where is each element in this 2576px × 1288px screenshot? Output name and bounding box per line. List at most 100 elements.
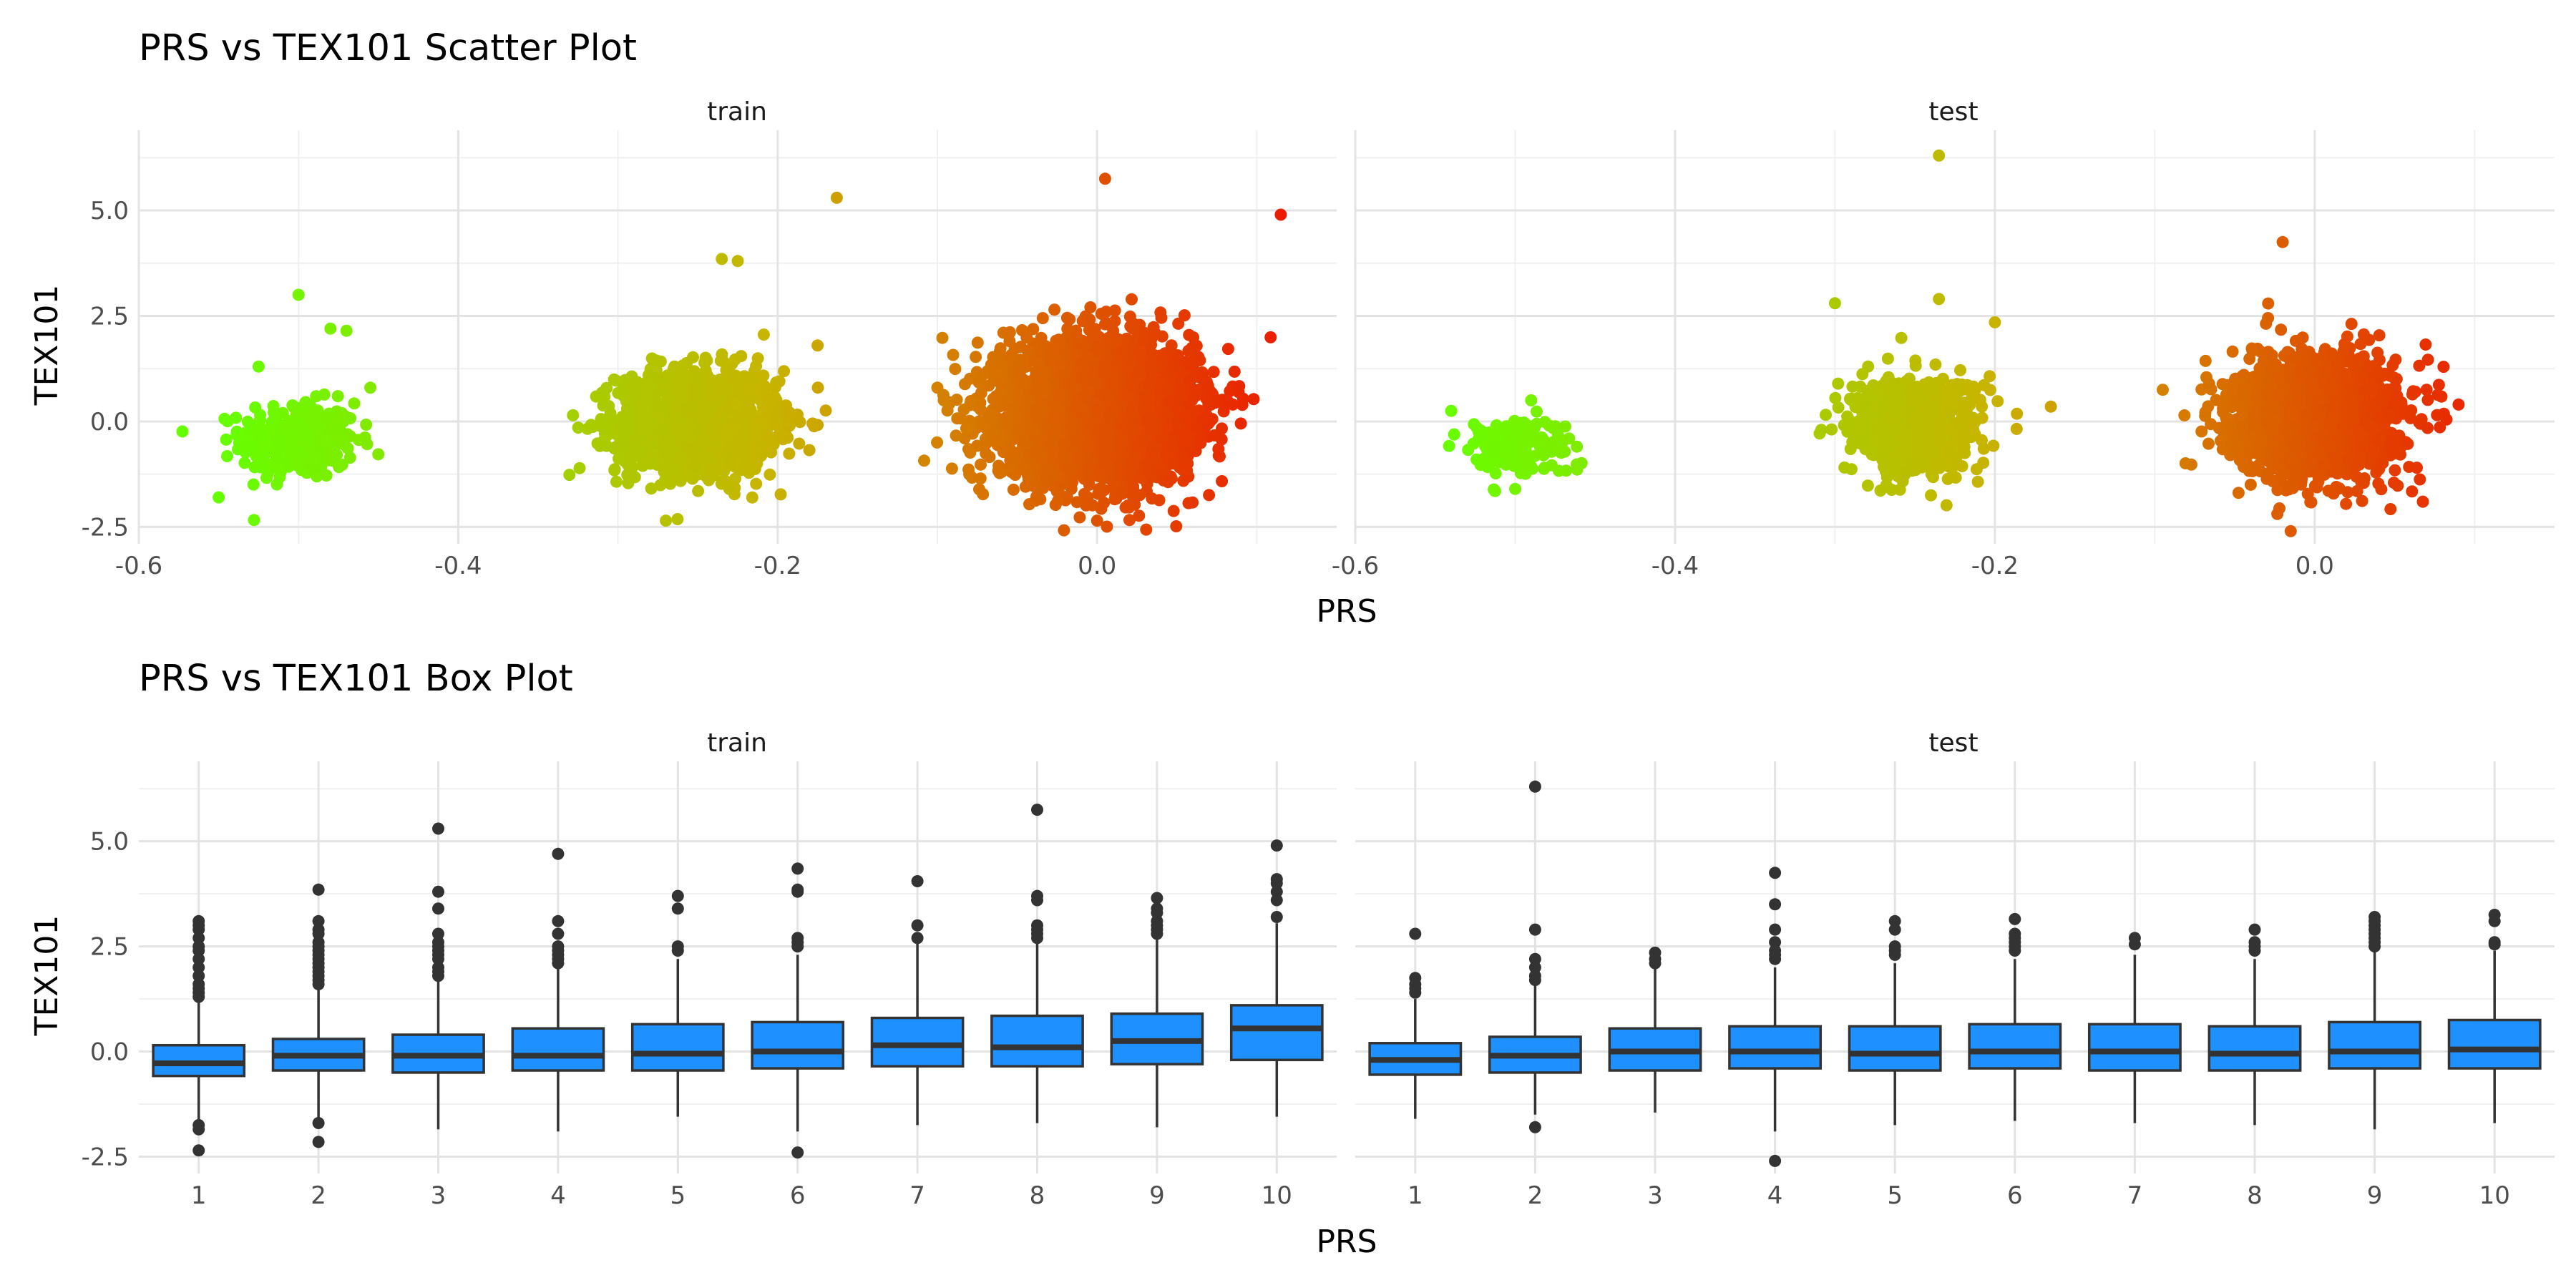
data-point [655, 410, 668, 423]
data-point [348, 397, 361, 410]
data-point [931, 436, 944, 449]
data-point [1049, 499, 1062, 511]
data-point [1101, 520, 1113, 533]
data-point [352, 434, 365, 447]
data-point [755, 449, 768, 462]
data-point [803, 444, 816, 457]
data-point [761, 401, 774, 414]
data-point [326, 422, 338, 435]
data-point [1030, 490, 1043, 503]
data-point [273, 464, 286, 477]
data-point [671, 513, 684, 525]
data-point [1133, 509, 1146, 522]
data-point [245, 423, 258, 436]
data-point [1214, 450, 1226, 463]
data-point [286, 431, 298, 444]
data-point [783, 447, 796, 460]
data-point [724, 459, 737, 472]
data-point [806, 417, 819, 430]
data-point [970, 351, 982, 364]
data-point [595, 413, 608, 426]
data-point [723, 441, 736, 454]
data-point [343, 452, 356, 464]
data-point [573, 462, 586, 474]
data-point [1207, 366, 1220, 379]
data-point [1216, 422, 1228, 435]
scatter-plot-title: PRS vs TEX101 Scatter Plot [139, 27, 637, 69]
data-point [645, 482, 658, 495]
data-point [1083, 313, 1096, 326]
data-point [1003, 326, 1016, 338]
data-point [971, 336, 984, 349]
data-point [936, 331, 949, 344]
data-point [1084, 301, 1097, 313]
data-point [1048, 303, 1061, 316]
data-point [738, 427, 750, 440]
data-point [266, 415, 279, 428]
data-point [254, 461, 267, 474]
data-point [270, 448, 283, 461]
data-point [585, 419, 597, 431]
data-point [683, 431, 696, 444]
data-point [950, 394, 963, 406]
data-point [610, 475, 623, 488]
data-point [683, 470, 696, 482]
data-point [719, 475, 732, 488]
data-point [947, 348, 960, 361]
data-point [703, 474, 716, 487]
box-strip-test: test [1928, 728, 1978, 758]
data-point [1264, 331, 1277, 343]
data-point [270, 478, 283, 491]
data-point [230, 425, 243, 438]
data-point [1186, 496, 1199, 509]
scatter-panel-train: -0.6 -0.4 -0.2 0.0-2.50.02.55.0 [82, 130, 1337, 580]
data-point [648, 457, 660, 469]
data-point [634, 434, 647, 447]
data-point [758, 417, 771, 430]
data-point [625, 410, 638, 423]
data-point [249, 401, 262, 414]
data-point [676, 359, 689, 372]
data-point [700, 406, 713, 419]
data-point [336, 459, 348, 471]
data-point [253, 448, 265, 461]
data-point [260, 472, 273, 484]
data-point [1247, 393, 1260, 406]
data-point [793, 437, 806, 450]
data-point [613, 452, 625, 465]
data-point [718, 384, 731, 396]
data-point [621, 459, 634, 471]
data-point [950, 429, 962, 442]
data-point [270, 434, 283, 447]
data-point [738, 391, 751, 404]
data-point [247, 478, 260, 491]
data-point [326, 446, 338, 458]
data-point [742, 463, 755, 476]
data-point [1101, 317, 1114, 330]
data-point [299, 396, 312, 409]
data-point [774, 427, 786, 440]
data-point [774, 488, 787, 501]
data-point [1060, 490, 1073, 503]
data-point [1170, 520, 1183, 532]
data-point [1216, 475, 1229, 487]
data-point [735, 350, 748, 363]
data-point [980, 447, 992, 460]
data-point [701, 452, 713, 465]
data-point [563, 469, 576, 482]
data-point [1063, 313, 1076, 326]
data-point [819, 404, 832, 417]
data-point [1073, 511, 1086, 524]
data-point [248, 514, 260, 527]
data-point [760, 381, 773, 394]
data-point [975, 458, 987, 471]
box-strip-train: train [707, 728, 767, 758]
data-point [781, 416, 794, 429]
data-point [661, 369, 674, 382]
data-point [220, 433, 233, 446]
box-y-axis-label: TEX101 [29, 915, 65, 1037]
data-point [636, 459, 649, 472]
data-point [1140, 523, 1153, 536]
data-point [610, 374, 623, 387]
